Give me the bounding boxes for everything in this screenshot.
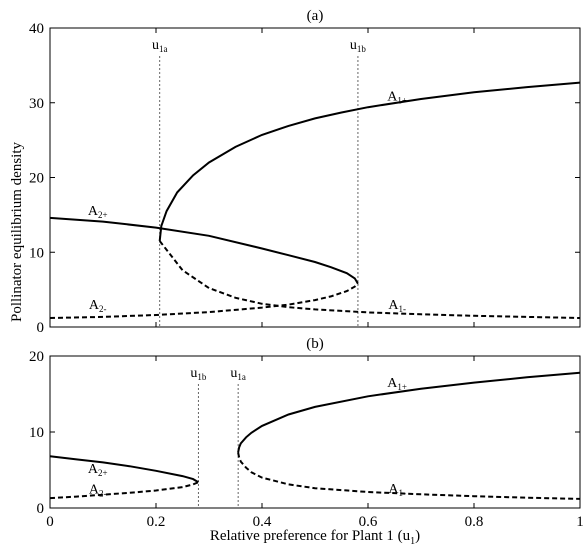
panel-a-series-A1minus [158,240,581,319]
panel-a-series-label: A2- [89,298,107,314]
series-label-base: A [89,298,100,313]
series-label-subscript: 1- [398,304,406,314]
panel-b-series-A1plus [237,371,581,453]
series-label-subscript: 2+ [98,468,108,478]
panel-b-y-tick-label: 10 [29,425,44,441]
x-tick-label: 0.6 [359,514,378,530]
threshold-label-subscript: 1b [197,372,207,382]
x-tick-label: 1 [576,514,584,530]
panel-a-series-A2plus [49,216,359,285]
x-axis-title-text: Relative preference for Plant 1 (u [210,528,411,544]
panel-b-threshold-label: u1a [230,366,246,382]
panel-a-y-tick-label: 30 [29,96,44,112]
panel-a-y-tick-label: 10 [29,245,44,261]
series-label-base: A [88,462,99,477]
panel-b-series-label: A1- [388,482,406,498]
panel-b-threshold-label: u1b [190,366,207,382]
threshold-label-base: u [152,38,159,53]
threshold-label-subscript: 1a [237,372,246,382]
series-label-subscript: 2- [99,489,107,499]
panel-b-series-A2minus [49,481,199,500]
threshold-label-base: u [230,366,237,381]
panel-a-series-A2minus [49,282,359,319]
x-tick-label: 0.2 [147,514,166,530]
series-label-subscript: 1- [398,488,406,498]
threshold-label-base: u [350,38,357,53]
panel-a-y-tick-label: 40 [29,21,44,37]
x-axis-title-subscript: 1 [410,536,415,547]
panel-a-frame [49,27,581,328]
x-tick-label: 0.4 [253,514,272,530]
panel-b-series-label: A1+ [387,376,407,392]
series-label-subscript: 2+ [98,210,108,220]
y-axis-title-text: Pollinator equilibrium density [9,142,25,322]
panel-b-series-A2plus [49,455,199,484]
series-label-base: A [89,483,100,498]
panel-a-threshold-label: u1b [350,38,367,54]
series-label-subscript: 1+ [397,382,407,392]
panel-a-series-label: A1+ [387,90,407,106]
series-label-base: A [88,204,99,219]
panel-a-series-label: A1- [388,298,406,314]
panel-b-series-A1minus [237,452,581,500]
threshold-label-subscript: 1b [357,44,367,54]
x-axis-title: Relative preference for Plant 1 (u1) [210,528,420,547]
x-tick-label: 0.8 [465,514,484,530]
panel-b-y-tick-label: 20 [29,349,44,365]
series-label-base: A [388,298,399,313]
panel-a-y-tick-label: 0 [37,320,45,336]
threshold-label-subscript: 1a [159,44,168,54]
series-label-base: A [387,90,398,105]
series-label-subscript: 1+ [397,96,407,106]
panel-b-frame [49,355,581,509]
panel-b-y-tick-label: 0 [37,501,45,517]
x-axis-title-end: ) [415,528,420,544]
panel-b-series-label: A2- [89,483,107,499]
series-label-base: A [388,482,399,497]
panel-a-series-label: A2+ [88,204,108,220]
panel-a-y-tick-label: 20 [29,171,44,187]
series-label-subscript: 2- [99,304,107,314]
series-label-base: A [387,376,398,391]
x-tick-label: 0 [46,514,54,530]
panel-a-threshold-label: u1a [152,38,168,54]
panel-a-label: (a) [307,8,324,24]
panel-a-series-A1plus [158,81,581,242]
y-axis-title: Pollinator equilibrium density [9,142,25,322]
panel-b-label: (b) [306,336,324,352]
threshold-label-base: u [190,366,197,381]
panel-b-series-label: A2+ [88,462,108,478]
